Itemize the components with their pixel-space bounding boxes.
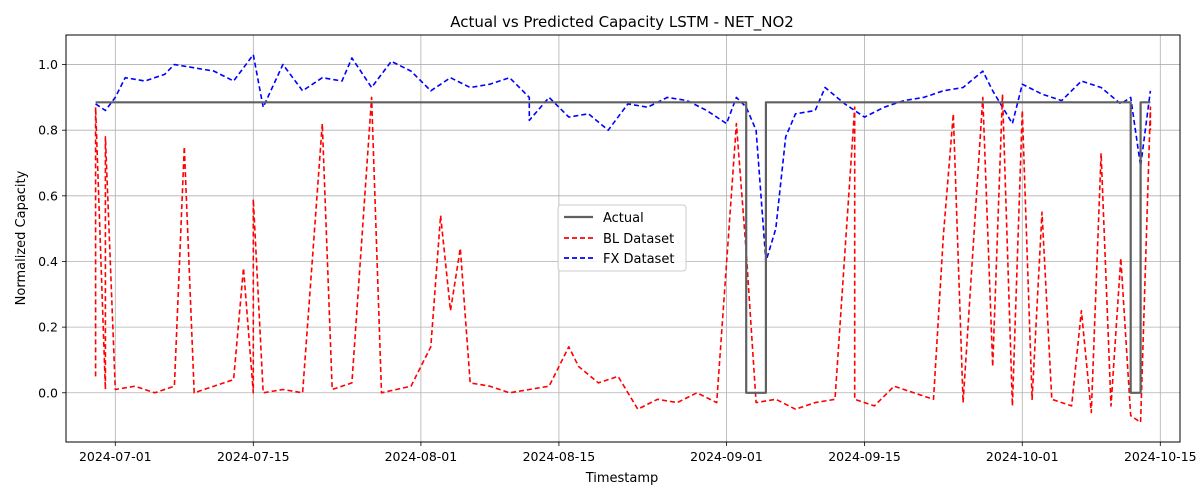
x-tick-label: 2024-08-15 [523, 449, 596, 464]
y-tick-label: 0.6 [38, 188, 58, 203]
series-line-actual [95, 101, 1151, 394]
x-tick-label: 2024-07-01 [79, 449, 152, 464]
plot-frame [65, 34, 1181, 443]
x-tick-label: 2024-08-01 [385, 449, 458, 464]
series-group [94, 53, 1152, 424]
legend: Actual BL Dataset FX Dataset [557, 204, 687, 272]
y-tick-label: 0.0 [38, 385, 58, 400]
legend-label-bl: BL Dataset [603, 232, 674, 247]
y-tick-label: 0.4 [38, 254, 58, 269]
chart-title: Actual vs Predicted Capacity LSTM - NET_… [450, 13, 794, 32]
y-tick-label: 0.8 [38, 123, 58, 138]
legend-label-actual: Actual [603, 211, 644, 226]
y-tick-label: 1.0 [38, 57, 58, 72]
x-tick-label: 2024-10-15 [1124, 449, 1197, 464]
y-axis-title: Normalized Capacity [14, 170, 29, 305]
x-tick-label: 2024-10-01 [986, 449, 1059, 464]
y-axis: 0.0 0.2 0.4 0.6 0.8 1.0 [38, 57, 66, 400]
x-axis: 2024-07-01 2024-07-15 2024-08-01 2024-08-15… [79, 442, 1197, 464]
x-tick-label: 2024-07-15 [217, 449, 290, 464]
series-line-fx-dataset [95, 53, 1152, 263]
x-axis-title: Timestamp [585, 471, 659, 486]
legend-box [557, 204, 687, 272]
x-tick-label: 2024-09-15 [828, 449, 901, 464]
x-tick-label: 2024-09-01 [690, 449, 763, 464]
legend-label-fx: FX Dataset [603, 252, 674, 267]
y-tick-label: 0.2 [38, 320, 58, 335]
series-line-bl-dataset [94, 93, 1152, 424]
